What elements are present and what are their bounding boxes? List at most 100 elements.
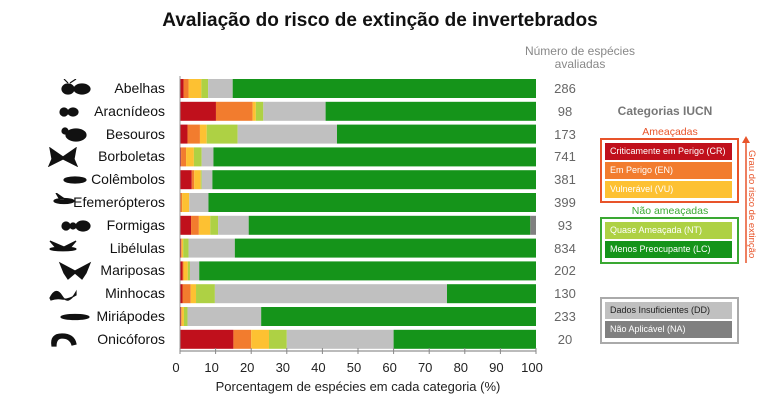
bar-segment-dd [286,329,394,349]
legend-item: Não Aplicável (NA) [605,321,732,338]
bar-segment-en [180,193,183,212]
bar-segment-cr [180,284,183,304]
bar-segment-vu [252,101,256,121]
bar-segment-vu [181,307,184,326]
legend-group-not-threatened: Não ameaçadas [631,205,709,217]
bar-segment-vu [251,329,269,349]
species-count: 173 [554,126,576,142]
bar-segment-dd [201,170,213,190]
mayfly-icon [53,193,75,205]
millipede-icon [60,313,90,321]
bar-segment-vu [181,238,184,258]
x-tick-label: 50 [346,360,362,375]
category-label: Besouros [105,125,165,142]
bar-segment-nt [206,124,238,144]
x-tick-label: 30 [275,360,291,375]
risk-arrow-icon [742,136,750,263]
bar-segment-dd [188,238,235,258]
springtail-icon [63,176,87,184]
bar-segment-na [530,215,536,235]
bar-segment-en [187,124,200,144]
category-label: Miriápodes [96,308,165,324]
species-count: 286 [554,81,576,96]
category-label: Abelhas [114,80,165,96]
dragonfly-icon [49,240,77,251]
ant-icon [61,220,91,232]
bar-segment-en [191,215,199,235]
legend-item: Em Perigo (EN) [605,162,732,179]
velvet-worm-icon [51,333,77,347]
bar-segment-dd [237,124,337,144]
bar-segment-vu [190,284,197,304]
x-tick-label: 20 [239,360,255,375]
category-label: Minhocas [105,285,165,302]
bar-segment-en [233,329,252,349]
category-label: Formigas [106,216,165,233]
bar-segment-en [181,307,182,326]
bar-segment-en [182,261,184,281]
risk-arrow-label: Grau do risco de extinção [746,150,757,259]
species-count: 202 [554,263,576,279]
bar-segment-lc [325,101,536,121]
legend-item: Menos Preocupante (LC) [605,241,732,258]
bar-segment-cr [180,170,192,190]
species-count: 93 [557,217,573,233]
x-axis-label: Porcentagem de espécies em cada categori… [215,379,501,394]
category-label: Colêmbolos [91,171,165,188]
bar-segment-vu [194,170,201,190]
category-label: Efemerópteros [73,194,165,210]
bar-segment-lc [232,79,537,98]
x-tick-label: 60 [382,360,397,375]
bar-segment-vu [188,79,202,98]
bar-segment-cr [180,215,192,235]
legend-box-not-threatened [600,217,739,264]
bar-segment-lc [234,238,536,258]
bar-segment-lc [213,147,537,167]
bar-segment-lc [248,215,531,235]
category-label: Libélulas [109,239,165,256]
bar-segment-cr [180,238,182,258]
bar-segment-nt [210,215,219,235]
legend-item: Vulnerável (VU) [605,181,732,198]
bar-segment-dd [218,215,249,235]
x-tick-label: 10 [204,360,219,375]
bar-segment-nt [255,101,264,121]
bar-segment-lc [447,284,536,304]
count-header: Número de espécies avaliadas [524,44,636,71]
bar-segment-en [183,79,189,98]
bar-segment-vu [186,147,194,167]
bar-segment-dd [208,79,233,98]
species-count: 399 [554,195,576,210]
bar-segment-en [181,238,182,258]
bar-segment-lc [393,329,536,349]
species-count: 741 [554,149,576,165]
bar-segment-dd [189,261,200,281]
species-count: 98 [557,103,573,119]
legend-item: Quase Ameaçada (NT) [605,222,732,239]
bar-segment-nt [196,284,215,304]
beetle-icon [61,127,87,142]
bee-icon [61,79,91,95]
bar-segment-en [191,170,195,190]
bar-segment-cr [180,147,182,167]
species-count: 20 [557,331,573,347]
legend-item: Dados Insuficientes (DD) [605,302,732,319]
bar-segment-vu [198,215,211,235]
butterfly-icon [47,147,79,168]
bar-segment-cr [180,329,234,349]
bar-segment-lc [261,307,536,326]
species-count: 381 [554,172,576,188]
bar-segment-cr [180,261,183,281]
bar-segment-lc [212,170,536,190]
chart-title: Avaliação do risco de extinção de invert… [162,10,598,31]
bar-segment-cr [180,79,184,98]
bar-segment-vu [199,124,207,144]
bar-segment-nt [200,170,202,190]
spider-icon [59,107,79,117]
bar-segment-nt [183,238,189,258]
bar-segment-dd [189,193,209,212]
category-label: Onicóforos [97,330,165,347]
bar-segment-nt [201,79,209,98]
bar-segment-dd [201,147,214,167]
